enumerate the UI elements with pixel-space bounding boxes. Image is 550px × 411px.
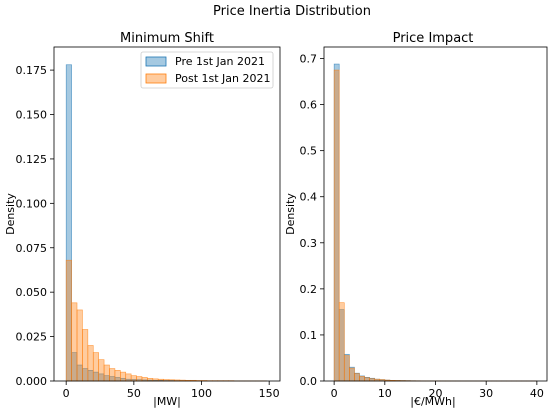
bar-post-minimum-shift (76, 309, 83, 382)
axes-frame-price-impact (323, 46, 548, 382)
xtick-label: 150 (259, 387, 280, 400)
ytick-label: 0.000 (16, 375, 48, 388)
ylabel-price-impact: Density (284, 193, 297, 235)
bar-post-minimum-shift (136, 376, 143, 382)
xtick-label: 0 (63, 387, 70, 400)
xlabel-minimum-shift: |MW| (153, 395, 181, 408)
xtick-label: 30 (479, 387, 493, 400)
ytick-label: 0.3 (300, 237, 318, 250)
ytick-label: 0.1 (300, 329, 318, 342)
ytick-label: 0.6 (300, 99, 318, 112)
xtick-label: 100 (191, 387, 212, 400)
legend: Pre 1st Jan 2021 Post 1st Jan 2021 (140, 51, 274, 89)
ylabel-minimum-shift: Density (4, 193, 17, 235)
bar-post-price-impact (343, 355, 350, 382)
bar-post-minimum-shift (103, 364, 110, 382)
ticks-minimum-shift: 0.000 0.025 0.050 0.075 0.100 0.125 0.150 0.175… (16, 64, 280, 400)
legend-swatch-pre (145, 56, 167, 67)
xtick-label: 40 (530, 387, 544, 400)
subplot-minimum-shift: Minimum Shift 0.0000.0250.0500.0750.1000… (4, 31, 281, 408)
bar-post-minimum-shift (92, 352, 99, 382)
bar-post-price-impact (364, 377, 370, 382)
bar-post-minimum-shift (82, 329, 89, 382)
ytick-label: 0.150 (16, 109, 48, 122)
bar-post-minimum-shift (87, 345, 94, 382)
xtick-label: 50 (127, 387, 141, 400)
bar-post-minimum-shift (130, 375, 137, 382)
ytick-label: 0.050 (16, 286, 48, 299)
bar-post-minimum-shift (109, 368, 116, 382)
ytick-label: 0.2 (300, 283, 318, 296)
xtick-label: 10 (378, 387, 392, 400)
ytick-label: 0.100 (16, 197, 48, 210)
bar-post-minimum-shift (141, 377, 148, 382)
axes-frame-minimum-shift (53, 46, 281, 382)
xtick-label: 20 (429, 387, 443, 400)
xlabel-price-impact: |€/MWh| (410, 395, 455, 408)
figure-suptitle: Price Inertia Distribution (213, 4, 371, 19)
ytick-label: 0.7 (300, 53, 318, 66)
subplot-title-minimum-shift: Minimum Shift (120, 31, 214, 46)
ytick-label: 0.175 (16, 64, 48, 77)
bar-post-minimum-shift (120, 371, 127, 382)
bar-post-minimum-shift (65, 259, 72, 382)
legend-label-pre: Pre 1st Jan 2021 (175, 55, 265, 68)
bar-post-price-impact (349, 367, 355, 382)
legend-label-post: Post 1st Jan 2021 (175, 72, 271, 85)
bar-post-minimum-shift (71, 302, 78, 382)
legend-swatch-post (145, 73, 167, 84)
ytick-label: 0.5 (300, 145, 318, 158)
bar-post-price-impact (338, 302, 345, 382)
bar-post-price-impact (354, 373, 360, 382)
bar-post-price-impact (359, 376, 365, 382)
xtick-label: 0 (331, 387, 338, 400)
subplot-title-price-impact: Price Impact (393, 31, 474, 46)
bar-post-minimum-shift (98, 359, 105, 382)
ytick-label: 0.025 (16, 331, 48, 344)
ytick-label: 0.075 (16, 242, 48, 255)
bar-post-minimum-shift (114, 370, 121, 382)
bar-post-price-impact (333, 69, 340, 382)
subplot-price-impact: Price Impact 0.0 0.1 0.2 0.3 0.4 0.5 0.6 0.7 0 10… (284, 31, 548, 408)
ticks-price-impact: 0.0 0.1 0.2 0.3 0.4 0.5 0.6 0.7 0 10 20 30 40 (300, 53, 544, 400)
ytick-label: 0.0 (300, 375, 318, 388)
bar-post-minimum-shift (125, 373, 132, 382)
ytick-label: 0.4 (300, 191, 318, 204)
ytick-label: 0.125 (16, 153, 48, 166)
legend-box (140, 51, 274, 89)
